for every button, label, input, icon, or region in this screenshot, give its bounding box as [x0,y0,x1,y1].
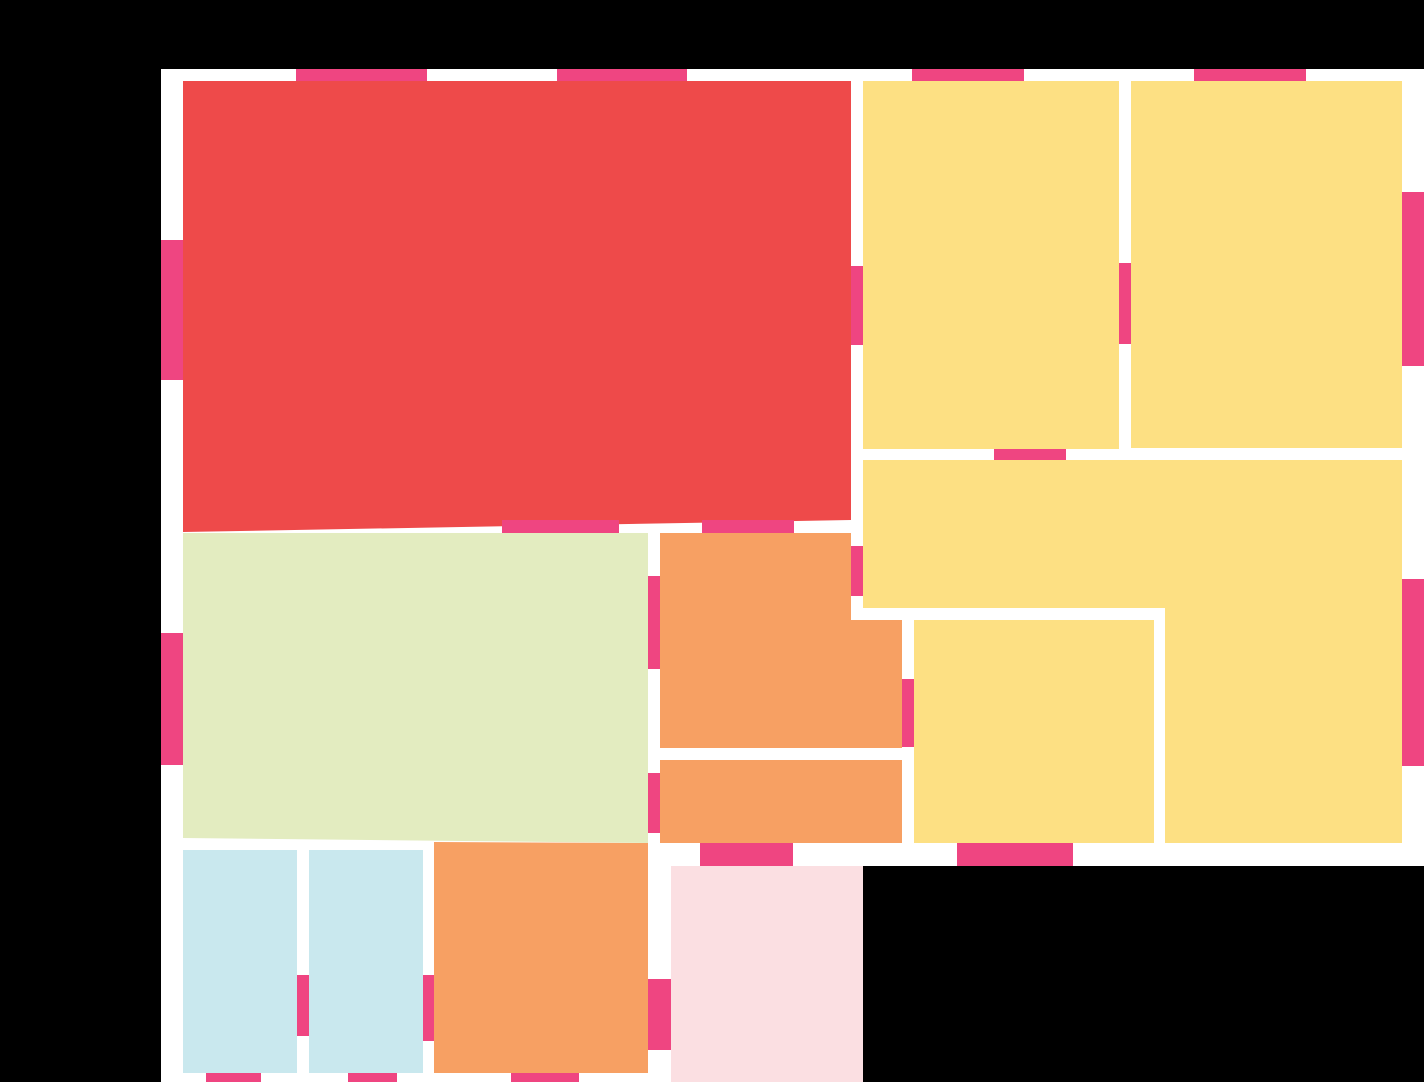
door [297,975,309,1036]
door [702,520,794,533]
window [1402,192,1424,366]
room-yellow-top-center [863,81,1119,449]
room-yellow-l-shaped [863,460,1402,843]
window [1402,579,1424,766]
window [161,633,183,765]
room-pink [671,866,863,1082]
room-blue-right [309,850,423,1073]
room-orange-strip [660,760,902,843]
door [423,975,434,1041]
room-orange-bottom [434,842,648,1073]
window [957,843,1073,866]
window [1194,69,1306,81]
door [648,773,660,833]
door [1119,263,1131,344]
room-orange-l-shaped [660,533,902,748]
window [161,240,183,380]
window [348,1073,397,1082]
room-yellow-top-right [1131,81,1402,448]
door [851,266,863,345]
door [502,520,619,533]
window [557,69,687,81]
door [902,679,914,747]
rooms [183,81,1402,1082]
room-large-red [183,81,851,532]
door [994,449,1066,460]
window [700,843,793,866]
room-blue-left [183,850,297,1073]
door [648,979,671,1050]
window [511,1073,579,1082]
window [206,1073,261,1082]
door [648,576,660,669]
door [851,546,863,596]
window [296,69,427,81]
room-yellow-bottom-center [914,620,1154,843]
room-green [183,533,648,843]
window [912,69,1024,81]
openings [161,69,1424,1082]
